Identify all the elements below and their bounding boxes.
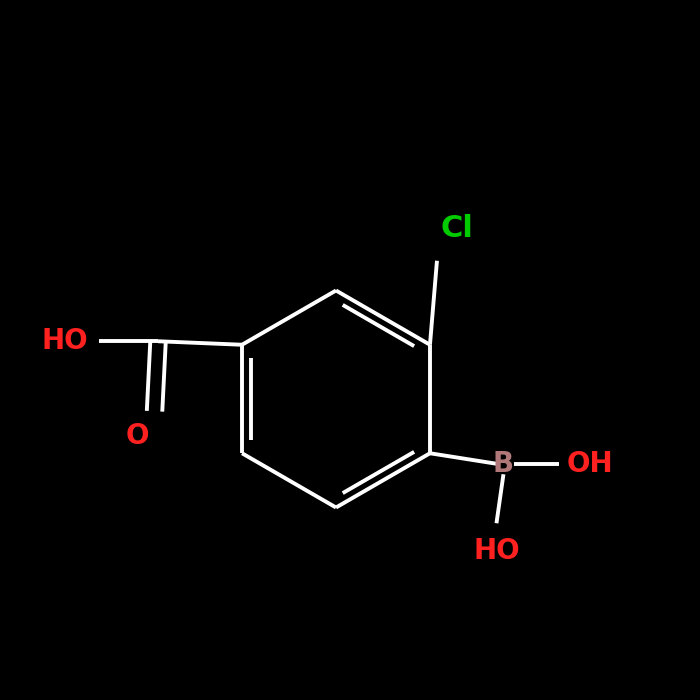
Text: Cl: Cl (440, 214, 473, 244)
Text: O: O (125, 421, 149, 450)
Text: B: B (493, 449, 514, 477)
Text: HO: HO (473, 538, 520, 566)
Text: OH: OH (566, 449, 613, 477)
Text: HO: HO (41, 328, 88, 356)
